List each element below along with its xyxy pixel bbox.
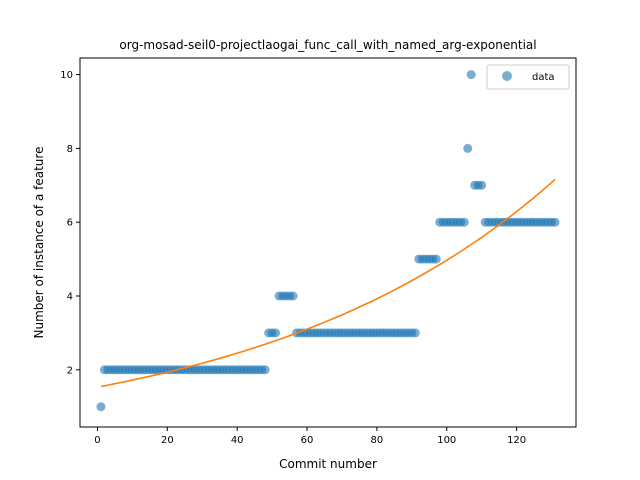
fit-line <box>100 178 556 388</box>
x-tick-label: 80 <box>371 435 384 446</box>
y-tick-label: 6 <box>67 218 73 229</box>
x-tick-label: 120 <box>507 435 526 446</box>
y-tick-label: 8 <box>67 144 73 155</box>
legend: data <box>486 64 570 90</box>
y-tick-label: 2 <box>67 365 73 376</box>
y-axis: 2 4 6 8 10 <box>60 70 80 376</box>
legend-label-data: data <box>532 72 555 83</box>
plot-area <box>96 70 560 412</box>
data-point <box>410 328 420 338</box>
data-point <box>550 217 560 227</box>
x-tick-label: 0 <box>94 435 100 446</box>
data-point <box>288 291 298 301</box>
x-tick-label: 20 <box>161 435 174 446</box>
data-point <box>260 365 270 375</box>
x-tick-label: 100 <box>437 435 456 446</box>
x-tick-label: 40 <box>231 435 244 446</box>
legend-box <box>486 64 570 90</box>
x-axis: 0 20 40 60 80 100 120 <box>94 427 526 446</box>
data-point <box>466 70 476 80</box>
data-point <box>96 402 106 412</box>
data-point <box>463 143 473 153</box>
y-axis-label: Number of instance of a feature <box>32 147 46 339</box>
x-tick-label: 60 <box>301 435 314 446</box>
chart-title: org-mosad-seil0-projectlaogai_func_call_… <box>119 38 536 52</box>
legend-marker <box>502 71 512 81</box>
data-point <box>459 217 469 227</box>
data-point <box>477 180 487 190</box>
x-axis-label: Commit number <box>279 457 377 471</box>
data-point <box>431 254 441 264</box>
axes-frame <box>79 57 577 428</box>
y-tick-label: 4 <box>67 292 73 303</box>
y-tick-label: 10 <box>60 70 73 81</box>
data-point <box>271 328 281 338</box>
